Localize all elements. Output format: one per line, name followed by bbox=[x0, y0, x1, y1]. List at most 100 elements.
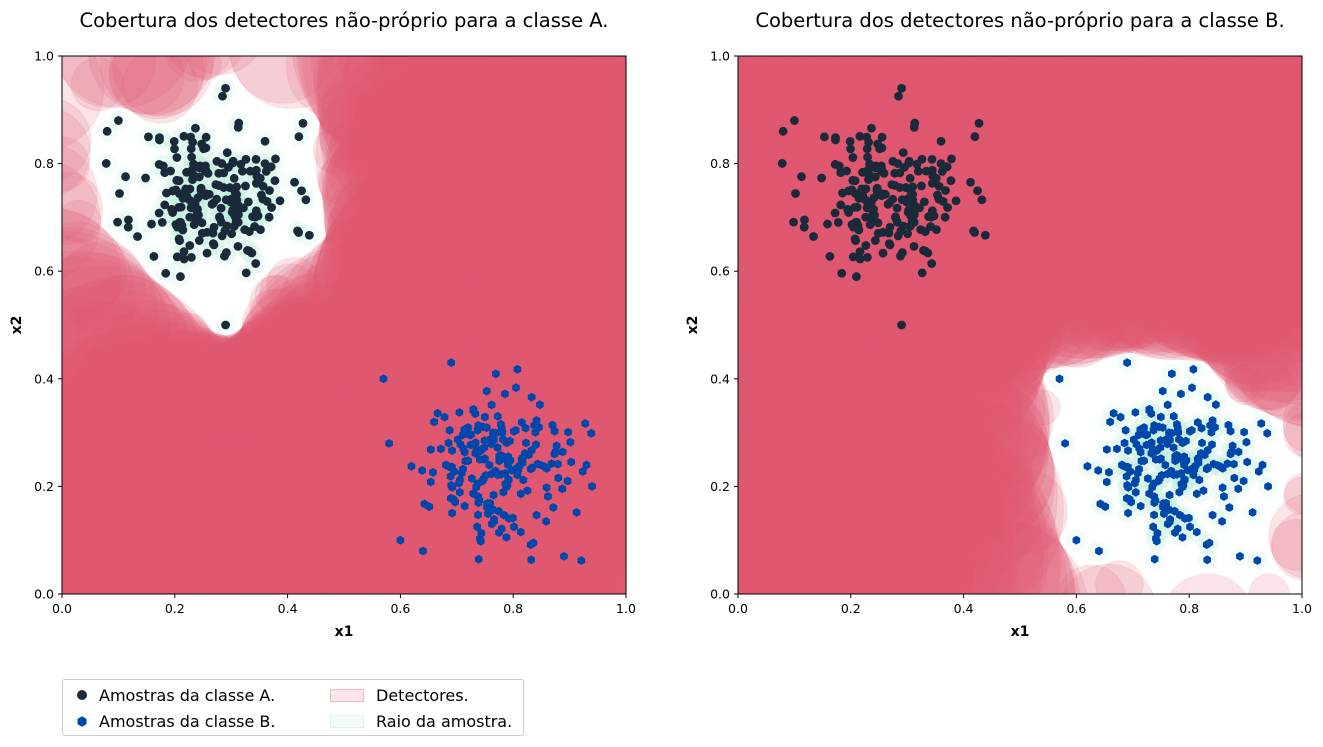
class-a-point bbox=[934, 181, 944, 191]
class-a-point bbox=[221, 320, 230, 330]
detector-circle bbox=[919, 405, 1055, 540]
detector-circle bbox=[62, 457, 260, 594]
class-a-point bbox=[187, 152, 196, 162]
plot-frame-b bbox=[737, 55, 1303, 595]
detector-circle bbox=[948, 521, 1075, 594]
detector-circle bbox=[323, 74, 602, 352]
class-b-point bbox=[1157, 412, 1165, 422]
detector-circle bbox=[1070, 56, 1302, 329]
detector-circle bbox=[317, 82, 376, 140]
detector-circle bbox=[738, 407, 912, 594]
class-b-point bbox=[407, 461, 416, 471]
detector-circle bbox=[229, 56, 353, 109]
detector-circle bbox=[1109, 56, 1302, 243]
detector-circle bbox=[291, 56, 583, 182]
detector-circle bbox=[879, 502, 1080, 594]
class-b-point bbox=[440, 412, 449, 422]
class-b-point bbox=[1242, 437, 1251, 447]
detector-circle bbox=[1239, 348, 1302, 411]
class-a-point bbox=[168, 208, 178, 217]
detector-circle bbox=[1026, 161, 1218, 352]
class-b-point bbox=[1264, 482, 1272, 491]
class-a-point bbox=[870, 236, 880, 245]
class-b-point bbox=[1094, 466, 1102, 475]
class-a-point bbox=[877, 132, 887, 142]
class-b-point bbox=[1061, 439, 1069, 448]
detector-circle bbox=[1117, 146, 1302, 363]
detector-circle bbox=[62, 343, 297, 594]
class-a-point bbox=[864, 137, 874, 147]
class-a-point bbox=[229, 221, 239, 231]
class-b-point bbox=[572, 508, 581, 517]
detector-circle bbox=[754, 105, 1072, 423]
detector-circle bbox=[322, 163, 514, 355]
class-b-point bbox=[1186, 522, 1194, 532]
detector-circle bbox=[738, 284, 929, 594]
detector-circle bbox=[338, 56, 626, 201]
detector-circle bbox=[164, 312, 211, 359]
detector-circle bbox=[225, 344, 543, 594]
class-b-point bbox=[486, 498, 494, 508]
detector-circle bbox=[738, 405, 1015, 594]
class-a-point bbox=[179, 131, 189, 141]
class-b-point bbox=[544, 492, 552, 501]
class-b-point bbox=[512, 383, 520, 393]
detector-circle bbox=[206, 279, 523, 594]
detector-circle bbox=[319, 56, 622, 281]
legend-detector-patch-icon bbox=[330, 688, 364, 702]
class-a-point bbox=[909, 210, 919, 220]
class-b-point bbox=[484, 509, 492, 519]
detector-circle bbox=[1030, 56, 1302, 219]
class-a-point bbox=[974, 118, 984, 128]
detector-circle bbox=[318, 91, 402, 176]
detector-circle bbox=[317, 156, 366, 206]
class-a-point bbox=[917, 268, 927, 278]
class-b-point bbox=[532, 510, 541, 520]
class-b-point bbox=[1204, 463, 1212, 473]
detector-circle bbox=[738, 365, 890, 594]
detector-circle bbox=[1197, 215, 1302, 419]
class-a-point bbox=[884, 239, 894, 249]
detector-circle bbox=[1142, 56, 1302, 292]
detector-circle bbox=[738, 56, 872, 226]
class-b-point bbox=[493, 411, 502, 421]
detector-circle bbox=[981, 468, 1068, 555]
class-a-point bbox=[271, 154, 280, 164]
detector-circle bbox=[738, 382, 925, 594]
class-b-point bbox=[492, 369, 500, 379]
class-a-point bbox=[124, 215, 133, 225]
class-b-point bbox=[447, 358, 455, 368]
detector-circle bbox=[1248, 573, 1290, 594]
class-b-point bbox=[442, 460, 451, 470]
detector-circle bbox=[263, 421, 581, 594]
class-a-point bbox=[175, 217, 185, 227]
detector-circle bbox=[1103, 286, 1167, 350]
detector-circle bbox=[418, 67, 626, 385]
detector-circle bbox=[977, 56, 1295, 304]
legend-label: Detectores. bbox=[376, 685, 469, 705]
detector-circle bbox=[120, 329, 438, 594]
class-a-point bbox=[237, 166, 247, 176]
class-b-point bbox=[517, 489, 525, 499]
class-b-point bbox=[474, 498, 483, 508]
detector-circle bbox=[738, 234, 967, 552]
detector-circle bbox=[993, 151, 1198, 356]
class-b-point bbox=[1243, 457, 1251, 467]
detector-circle bbox=[738, 389, 1003, 594]
detector-circle bbox=[62, 363, 307, 594]
class-a-point bbox=[869, 204, 878, 214]
class-b-point bbox=[1095, 546, 1103, 556]
class-b-point bbox=[501, 389, 509, 399]
class-a-point bbox=[185, 184, 195, 194]
class-b-point bbox=[1134, 468, 1142, 478]
class-a-point bbox=[861, 241, 871, 250]
plot-frame-a bbox=[61, 55, 627, 595]
class-a-point bbox=[898, 148, 908, 158]
detector-circle bbox=[62, 446, 230, 594]
detector-circle bbox=[72, 323, 270, 521]
class-a-point bbox=[297, 186, 306, 196]
class-b-point bbox=[1226, 449, 1235, 459]
class-b-point bbox=[1121, 425, 1130, 435]
detector-circle bbox=[1103, 169, 1293, 359]
detector-circle bbox=[1026, 56, 1302, 231]
